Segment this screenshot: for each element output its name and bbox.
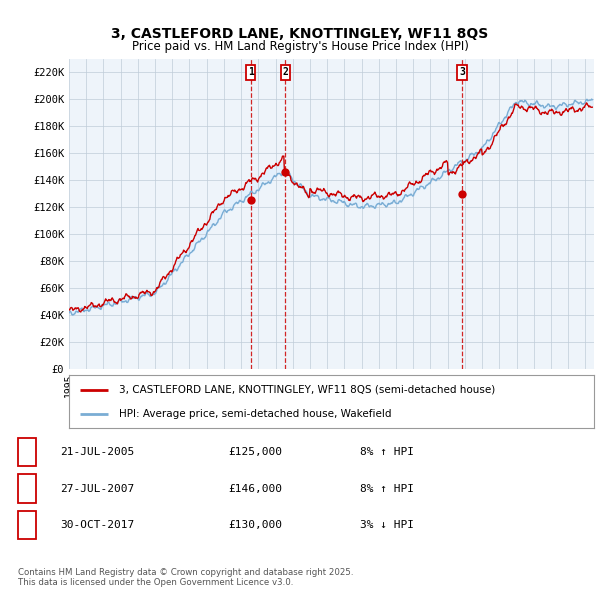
Text: 3: 3: [24, 520, 30, 530]
Text: 8% ↑ HPI: 8% ↑ HPI: [360, 484, 414, 493]
Text: £125,000: £125,000: [228, 447, 282, 457]
Text: 27-JUL-2007: 27-JUL-2007: [60, 484, 134, 493]
Text: 30-OCT-2017: 30-OCT-2017: [60, 520, 134, 530]
Text: HPI: Average price, semi-detached house, Wakefield: HPI: Average price, semi-detached house,…: [119, 409, 391, 419]
Text: £130,000: £130,000: [228, 520, 282, 530]
Text: Contains HM Land Registry data © Crown copyright and database right 2025.
This d: Contains HM Land Registry data © Crown c…: [18, 568, 353, 587]
Text: 3, CASTLEFORD LANE, KNOTTINGLEY, WF11 8QS (semi-detached house): 3, CASTLEFORD LANE, KNOTTINGLEY, WF11 8Q…: [119, 385, 495, 395]
Text: 3, CASTLEFORD LANE, KNOTTINGLEY, WF11 8QS: 3, CASTLEFORD LANE, KNOTTINGLEY, WF11 8Q…: [112, 27, 488, 41]
Text: 2: 2: [24, 484, 30, 493]
FancyBboxPatch shape: [281, 65, 290, 80]
Text: 21-JUL-2005: 21-JUL-2005: [60, 447, 134, 457]
Text: 1: 1: [24, 447, 30, 457]
FancyBboxPatch shape: [457, 65, 467, 80]
Text: 3% ↓ HPI: 3% ↓ HPI: [360, 520, 414, 530]
Text: Price paid vs. HM Land Registry's House Price Index (HPI): Price paid vs. HM Land Registry's House …: [131, 40, 469, 53]
Text: 8% ↑ HPI: 8% ↑ HPI: [360, 447, 414, 457]
FancyBboxPatch shape: [246, 65, 256, 80]
Text: 1: 1: [248, 67, 254, 77]
Text: 2: 2: [283, 67, 289, 77]
Text: 3: 3: [459, 67, 465, 77]
Text: £146,000: £146,000: [228, 484, 282, 493]
